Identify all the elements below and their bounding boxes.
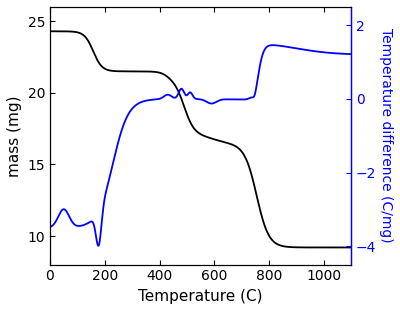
Y-axis label: Temperature difference (C/mg): Temperature difference (C/mg): [379, 29, 393, 243]
Y-axis label: mass (mg): mass (mg): [7, 95, 22, 177]
X-axis label: Temperature (C): Temperature (C): [138, 289, 263, 304]
